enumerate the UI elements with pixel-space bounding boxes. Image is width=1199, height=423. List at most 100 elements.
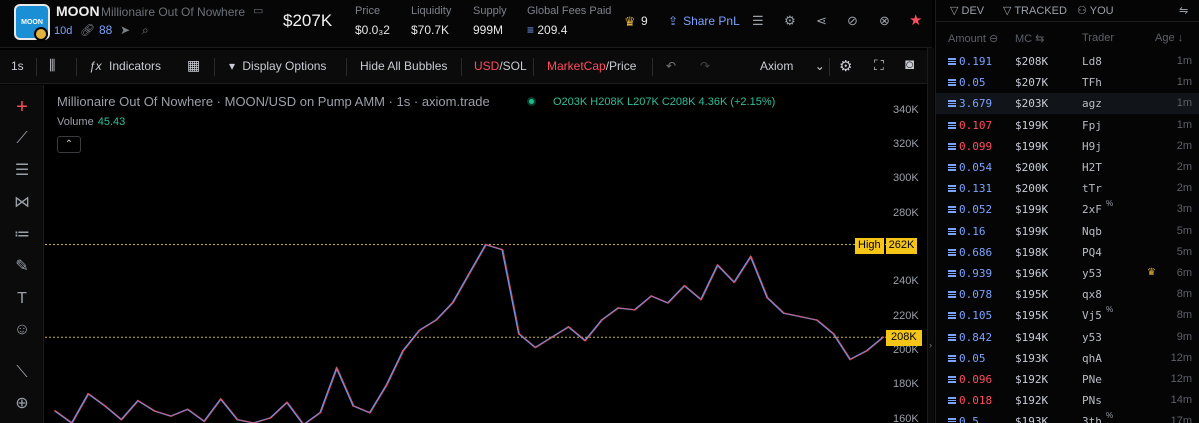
fib-icon[interactable]: ≔ [14, 226, 30, 243]
trade-trader[interactable]: PNs [1082, 394, 1102, 408]
data-point [666, 301, 669, 304]
solana-icon [948, 418, 956, 423]
tab-dev[interactable]: ▽ DEV [950, 4, 984, 17]
favorite-star-icon[interactable]: ★ [909, 12, 923, 29]
trade-row[interactable]: 0.096 $192K PNe 12m [936, 369, 1199, 390]
trade-row[interactable]: 0.054 $200K H2T 2m [936, 157, 1199, 178]
trade-trader[interactable]: Ld8 [1082, 55, 1102, 68]
link-icon[interactable]: 🔗︎ [80, 23, 96, 37]
metric-toggle[interactable]: MarketCap/Price [547, 59, 636, 73]
trade-trader[interactable]: agz [1082, 97, 1102, 111]
column-amount[interactable]: Amount ⊖ [948, 33, 999, 45]
share-pnl-button[interactable]: ⇪ Share PnL [664, 10, 744, 32]
trade-trader[interactable]: Nqb [1082, 224, 1102, 238]
camera-icon[interactable]: ◙ [905, 56, 915, 73]
price-axis[interactable]: 340K 320K 300K 280K 240K 220K 200K 180K 160K [887, 85, 932, 423]
currency-toggle[interactable]: USD/SOL [474, 59, 527, 73]
display-options-button[interactable]: ▾ Display Options [229, 59, 326, 73]
trade-trader[interactable]: PNe [1082, 373, 1102, 386]
chevron-right-icon[interactable]: › [929, 340, 932, 350]
trade-row[interactable]: 0.686 $198K PQ4 5m [936, 242, 1199, 263]
data-point [716, 264, 719, 267]
trade-trader[interactable]: 2xF [1082, 203, 1102, 217]
trendline-icon[interactable]: ⟋ [16, 130, 28, 147]
interval-selector[interactable]: 1s [11, 59, 24, 73]
trade-trader[interactable]: y53 [1082, 330, 1102, 344]
trade-age: 9m [1176, 330, 1192, 343]
data-point [103, 404, 106, 407]
undo-icon[interactable]: ↶ [666, 59, 677, 73]
trade-trader[interactable]: Vj5 [1082, 309, 1102, 323]
candle-type-icon[interactable]: ⫼ [49, 57, 56, 73]
crown-icon[interactable]: ♛ [624, 14, 636, 29]
telegram-icon[interactable]: ➤ [120, 23, 131, 37]
share-network-icon[interactable]: ⋖ [816, 13, 827, 28]
price-tick: 340K [893, 103, 919, 116]
trade-row[interactable]: 0.939 $196K y53 ♛ 6m [936, 263, 1199, 284]
text-icon[interactable]: T [17, 290, 27, 307]
trade-trader[interactable]: 3th [1082, 415, 1102, 423]
trade-trader[interactable]: H2T [1082, 161, 1102, 174]
pattern-icon[interactable]: ⋈ [14, 194, 30, 211]
tab-you[interactable]: ⚇ YOU [1077, 4, 1114, 17]
holders-icon[interactable]: 88 [99, 23, 113, 37]
trade-row[interactable]: 0.105 $195K Vj5% 8m [936, 305, 1199, 326]
copy-icon[interactable]: ▭ [253, 5, 264, 17]
chart-settings-icon[interactable]: ⚙ [839, 58, 853, 75]
mute-icon[interactable]: ⊗ [879, 13, 890, 28]
data-point [285, 401, 288, 404]
trade-row[interactable]: 0.107 $199K Fpj 1m [936, 115, 1199, 136]
edit-badge-icon[interactable] [34, 27, 48, 41]
price-chart[interactable]: Millionaire Out Of Nowhere · MOON/USD on… [45, 85, 887, 423]
settings-icon[interactable]: ⚙ [784, 13, 796, 28]
trade-row[interactable]: 3.679 $203K agz 1m [936, 93, 1199, 115]
hide-bubbles-button[interactable]: Hide All Bubbles [360, 59, 448, 73]
layout-grid-icon[interactable]: ▦ [187, 57, 201, 73]
trade-row[interactable]: 0.5 $193K 3th% 17m [936, 411, 1199, 423]
trade-amount: 0.018 [959, 394, 993, 408]
tab-tracked[interactable]: ▽ TRACKED [1003, 4, 1067, 17]
collapse-indicators-button[interactable]: ⌃ [57, 136, 81, 153]
brush-icon[interactable]: ✎ [15, 258, 29, 275]
search-icon[interactable]: ⌕ [142, 23, 149, 37]
column-age[interactable]: Age ↓ [1155, 32, 1184, 44]
trade-row[interactable]: 0.099 $199K H9j 2m [936, 136, 1199, 157]
horizontal-lines-icon[interactable]: ☰ [14, 162, 30, 179]
panel-divider[interactable] [927, 48, 934, 423]
solana-icon [948, 142, 956, 150]
trade-row[interactable]: 0.16 $199K Nqb 5m [936, 221, 1199, 242]
trade-row[interactable]: 0.052 $199K 2xF% 3m [936, 199, 1199, 220]
trade-trader[interactable]: TFh [1082, 76, 1102, 90]
trade-row[interactable]: 0.05 $207K TFh 1m [936, 72, 1199, 93]
hide-icon[interactable]: ⊘ [847, 13, 858, 28]
trade-trader[interactable]: qx8 [1082, 288, 1102, 302]
data-point [170, 415, 172, 418]
emoji-icon[interactable]: ☺ [13, 321, 31, 338]
trade-row[interactable]: 0.05 $193K qhA 12m [936, 348, 1199, 369]
trade-trader[interactable]: PQ4 [1082, 245, 1102, 259]
trade-trader[interactable]: H9j [1082, 139, 1102, 153]
list-icon[interactable]: ☰ [752, 13, 764, 28]
filter-settings-icon[interactable]: ⇋ [1179, 5, 1189, 17]
ruler-icon[interactable]: ⟍ [16, 364, 28, 381]
trade-row[interactable]: 0.842 $194K y53 9m [936, 327, 1199, 348]
chart-source-selector[interactable]: Axiom ⌄ [760, 59, 825, 73]
trade-trader[interactable]: tTr [1082, 182, 1102, 196]
crosshair-icon[interactable]: + [16, 96, 28, 118]
indicators-button[interactable]: ƒx Indicators [89, 59, 161, 73]
trade-row[interactable]: 0.131 $200K tTr 2m [936, 178, 1199, 199]
trade-row[interactable]: 0.191 $208K Ld8 1m [936, 51, 1199, 72]
trade-trader[interactable]: y53 [1082, 267, 1102, 280]
redo-icon[interactable]: ↷ [700, 59, 711, 73]
token-logo[interactable]: MOON [14, 4, 50, 40]
trade-trader[interactable]: Fpj [1082, 118, 1102, 132]
fullscreen-icon[interactable]: ⛶ [874, 57, 884, 73]
column-mc[interactable]: MC ⇆ [1015, 33, 1045, 45]
trade-row[interactable]: 0.078 $195K qx8 8m [936, 284, 1199, 305]
share-icon: ⇪ [668, 14, 679, 28]
currency-active: USD [474, 59, 500, 73]
trade-mc: $200K [1015, 161, 1049, 174]
trade-trader[interactable]: qhA [1082, 351, 1102, 365]
zoom-in-icon[interactable]: ⊕ [15, 395, 29, 412]
trade-row[interactable]: 0.018 $192K PNs 14m [936, 390, 1199, 411]
